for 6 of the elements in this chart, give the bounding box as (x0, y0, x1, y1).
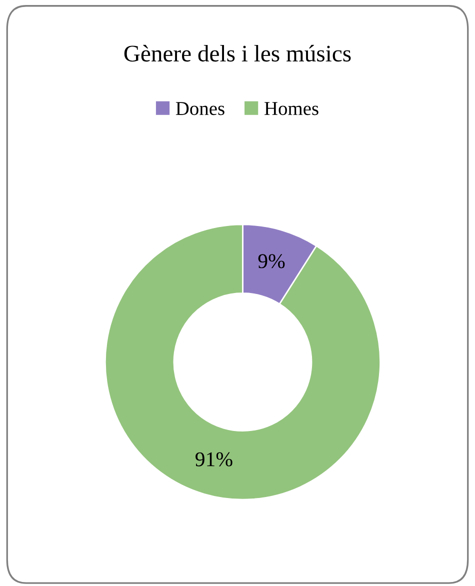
legend-label: Dones (176, 102, 224, 116)
legend-label: Homes (264, 102, 318, 116)
data-label: 91% (196, 452, 232, 466)
donut-slice (104, 224, 381, 500)
chart-title: Gènere dels i les músics (124, 44, 351, 62)
data-label: 9% (258, 254, 285, 268)
